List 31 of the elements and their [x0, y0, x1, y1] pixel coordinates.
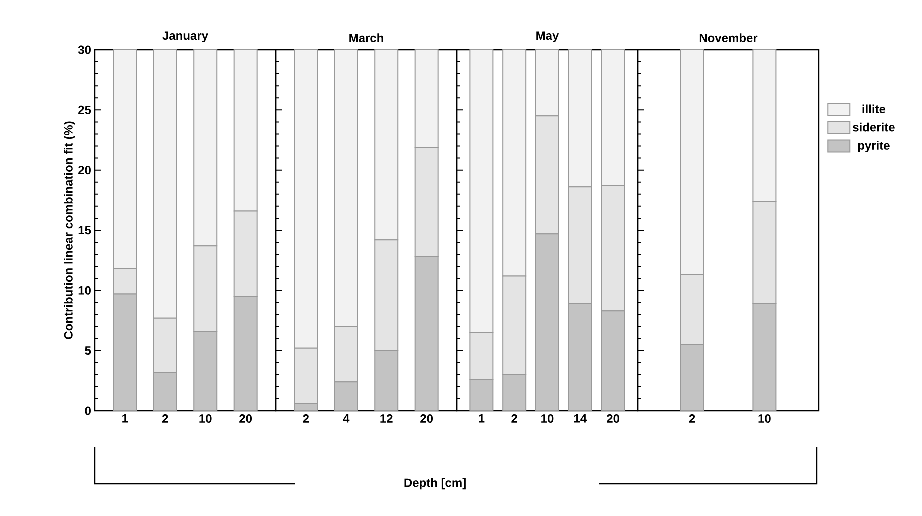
y-tick-label: 0: [85, 406, 91, 416]
x-axis-title: Depth [cm]: [404, 478, 466, 490]
x-tick-label: 20: [420, 414, 434, 424]
x-tick-label: 2: [689, 414, 696, 423]
y-axis-title: Contribution linear combination fit (%): [64, 122, 76, 340]
legend-label: pyrite: [858, 141, 890, 152]
chart-title: March: [350, 34, 384, 42]
y-tick-label: 25: [78, 106, 92, 114]
x-tick-label: 14: [574, 414, 588, 423]
x-tick-label: 10: [758, 414, 771, 424]
x-tick-label: 10: [200, 414, 212, 424]
legend-label: siderite: [853, 122, 895, 132]
x-tick-label: 1: [122, 414, 128, 423]
chart-title: May: [536, 32, 560, 42]
x-tick-label: 1: [479, 414, 485, 423]
y-tick-label: 30: [78, 46, 91, 54]
x-tick-label: 20: [607, 414, 620, 424]
x-tick-label: 2: [303, 414, 310, 423]
x-tick-label: 2: [512, 414, 518, 423]
y-tick-label: 10: [78, 286, 91, 295]
y-tick-label: 5: [85, 346, 92, 355]
x-tick-label: 4: [343, 414, 350, 423]
chart-title: January: [162, 32, 208, 42]
x-tick-label: 10: [542, 414, 554, 424]
x-tick-label: 20: [240, 414, 252, 424]
chart-title: November: [700, 34, 758, 42]
legend-label: illite: [862, 104, 886, 114]
x-tick-label: 12: [380, 414, 393, 423]
y-tick-label: 15: [78, 226, 92, 235]
y-tick-label: 20: [78, 166, 91, 175]
x-tick-label: 2: [162, 414, 168, 423]
